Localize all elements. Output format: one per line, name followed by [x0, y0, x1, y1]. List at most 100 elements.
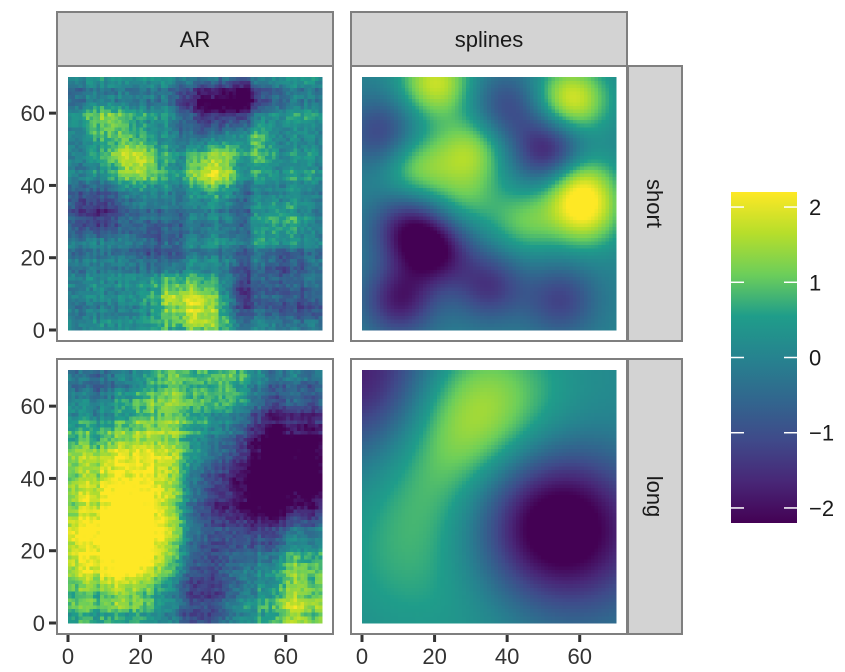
- heatmap-cell: [93, 98, 98, 103]
- heatmap-cell: [282, 297, 287, 302]
- heatmap-cell: [96, 155, 101, 160]
- heatmap-cell: [318, 105, 323, 110]
- heatmap-cell: [128, 87, 133, 92]
- heatmap-cell: [203, 109, 208, 114]
- heatmap-cell: [78, 208, 83, 213]
- heatmap-cell: [300, 101, 305, 106]
- heatmap-cell: [71, 130, 76, 135]
- heatmap-cell: [186, 109, 191, 114]
- heatmap-cell: [125, 237, 130, 242]
- heatmap-cell: [203, 91, 208, 96]
- heatmap-cell: [264, 187, 269, 192]
- heatmap-cell: [85, 166, 90, 171]
- heatmap-cell: [182, 237, 187, 242]
- heatmap-cell: [110, 155, 115, 160]
- heatmap-cell: [243, 80, 248, 85]
- heatmap-cell: [236, 191, 241, 195]
- heatmap-cell: [293, 297, 298, 302]
- heatmap-cell: [118, 144, 123, 149]
- heatmap-cell: [250, 112, 255, 117]
- heatmap-cell: [125, 326, 130, 331]
- heatmap-cell: [250, 301, 255, 306]
- heatmap-cell: [271, 308, 276, 313]
- heatmap-cell: [143, 280, 148, 285]
- heatmap-cell: [271, 230, 276, 235]
- heatmap-cell: [221, 158, 226, 163]
- heatmap-cell: [96, 248, 101, 252]
- heatmap-cell: [282, 148, 287, 153]
- heatmap-cell: [132, 215, 137, 220]
- heatmap-cell: [271, 176, 276, 181]
- heatmap-cell: [75, 187, 80, 192]
- heatmap-cell: [128, 134, 133, 138]
- heatmap-cell: [93, 116, 98, 121]
- heatmap-cell: [110, 134, 115, 138]
- heatmap-cell: [182, 290, 187, 295]
- heatmap-cell: [121, 109, 126, 114]
- heatmap-cell: [275, 244, 280, 249]
- heatmap-cell: [243, 301, 248, 306]
- heatmap-cell: [268, 191, 273, 195]
- heatmap-cell: [254, 297, 259, 302]
- heatmap-cell: [225, 116, 230, 121]
- heatmap-cell: [257, 173, 262, 178]
- heatmap-cell: [311, 84, 316, 89]
- heatmap-cell: [143, 119, 148, 124]
- heatmap-cell: [171, 169, 176, 174]
- heatmap-cell: [239, 148, 244, 153]
- heatmap-cell: [289, 287, 294, 292]
- heatmap-cell: [311, 119, 316, 124]
- heatmap-cell: [161, 215, 165, 220]
- heatmap-cell: [286, 105, 291, 110]
- heatmap-cell: [264, 265, 269, 270]
- heatmap-cell: [271, 219, 276, 224]
- heatmap-cell: [307, 223, 312, 228]
- heatmap-cell: [85, 319, 90, 324]
- heatmap-cell: [286, 269, 291, 274]
- heatmap-cell: [289, 119, 294, 124]
- heatmap-cell: [279, 287, 284, 292]
- heatmap-cell: [232, 87, 237, 92]
- heatmap-cell: [68, 326, 72, 331]
- heatmap-cell: [236, 176, 241, 181]
- heatmap-cell: [203, 80, 208, 85]
- heatmap-cell: [264, 148, 269, 153]
- heatmap-cell: [264, 308, 269, 313]
- heatmap-cell: [254, 265, 259, 270]
- heatmap-cell: [193, 155, 198, 160]
- heatmap-cell: [182, 272, 187, 277]
- heatmap-cell: [139, 123, 144, 128]
- heatmap-cell: [110, 301, 115, 306]
- heatmap-cell: [304, 87, 309, 92]
- heatmap-cell: [225, 308, 230, 313]
- heatmap-cell: [275, 84, 280, 89]
- heatmap-cell: [93, 272, 98, 277]
- heatmap-cell: [121, 251, 126, 256]
- heatmap-cell: [207, 305, 212, 310]
- heatmap-cell: [289, 112, 294, 117]
- heatmap-cell: [118, 180, 123, 185]
- heatmap-cell: [289, 91, 294, 96]
- heatmap-cell: [157, 269, 162, 274]
- heatmap-cell: [300, 272, 305, 277]
- heatmap-cell: [175, 280, 180, 285]
- heatmap-cell: [200, 176, 205, 181]
- heatmap-cell: [318, 130, 323, 135]
- heatmap-cell: [221, 98, 226, 103]
- heatmap-cell: [196, 105, 201, 110]
- heatmap-cell: [203, 155, 208, 160]
- heatmap-cell: [161, 126, 165, 131]
- heatmap-cell: [239, 137, 244, 142]
- heatmap-cell: [189, 251, 194, 256]
- heatmap-cell: [71, 265, 76, 270]
- heatmap-cell: [203, 191, 208, 195]
- heatmap-cell: [157, 183, 162, 188]
- heatmap-cell: [82, 226, 87, 231]
- heatmap-cell: [268, 255, 273, 260]
- heatmap-cell: [300, 226, 305, 231]
- heatmap-cell: [71, 137, 76, 142]
- heatmap-cell: [246, 137, 251, 142]
- heatmap-cell: [168, 248, 173, 252]
- heatmap-cell: [221, 187, 226, 192]
